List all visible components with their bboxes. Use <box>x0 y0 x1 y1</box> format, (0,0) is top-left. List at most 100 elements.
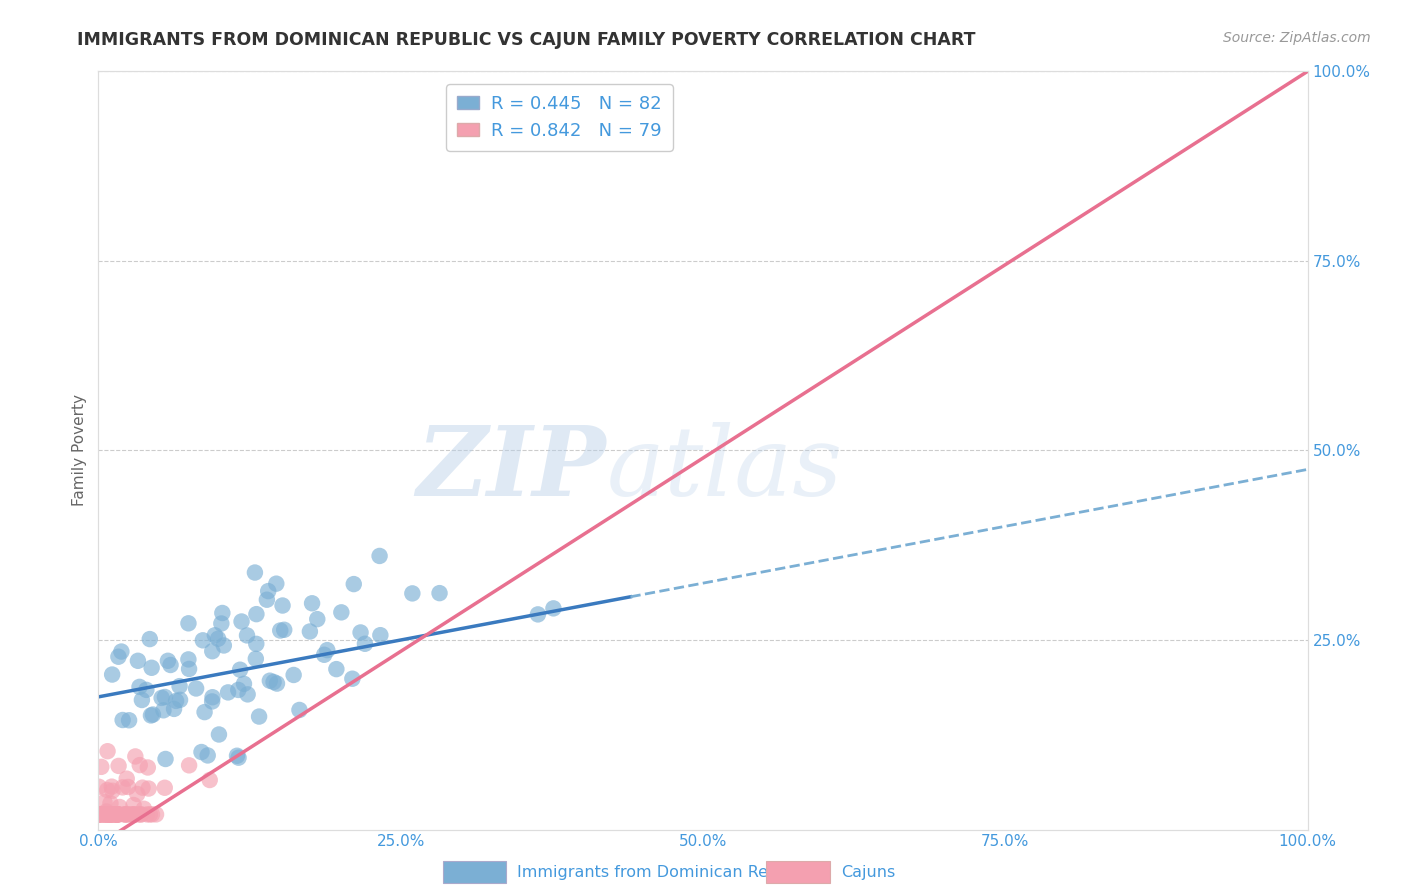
Point <box>100 797 122 811</box>
Point <box>122 797 145 812</box>
Point <box>139 807 162 822</box>
Point <box>101 667 124 681</box>
Point <box>201 644 224 658</box>
Point <box>527 607 550 622</box>
Point <box>153 690 176 704</box>
Point <box>131 780 153 795</box>
Point <box>96 805 118 819</box>
Point <box>108 807 131 822</box>
Point <box>141 661 163 675</box>
Point <box>236 687 259 701</box>
Point <box>105 807 128 822</box>
Point <box>153 780 176 795</box>
Point <box>159 658 181 673</box>
Point <box>127 654 149 668</box>
Point <box>104 807 127 822</box>
Point <box>169 693 191 707</box>
Point <box>103 807 125 822</box>
Point <box>228 750 250 764</box>
Point <box>108 800 131 814</box>
Point <box>256 592 278 607</box>
Point <box>98 807 121 822</box>
Point <box>101 807 124 822</box>
Point <box>118 713 141 727</box>
Point <box>98 807 121 822</box>
Point <box>110 644 132 658</box>
Point <box>94 807 117 822</box>
Point <box>429 586 451 600</box>
Point <box>97 807 120 822</box>
Point <box>111 713 134 727</box>
Text: Immigrants from Dominican Republic: Immigrants from Dominican Republic <box>517 865 817 880</box>
Point <box>105 807 128 822</box>
Point <box>100 807 122 822</box>
Point <box>101 784 124 798</box>
Point <box>124 807 146 822</box>
Point <box>93 795 115 809</box>
Point <box>201 694 224 708</box>
Point <box>211 606 233 620</box>
Point <box>263 675 285 690</box>
Point <box>97 807 120 822</box>
Point <box>349 625 371 640</box>
Point <box>124 749 146 764</box>
Point <box>342 672 364 686</box>
Point <box>247 709 270 723</box>
Point <box>169 679 191 693</box>
Legend: R = 0.445   N = 82, R = 0.842   N = 79: R = 0.445 N = 82, R = 0.842 N = 79 <box>446 84 672 151</box>
Point <box>245 652 267 666</box>
Point <box>105 807 128 822</box>
Point <box>191 633 214 648</box>
Point <box>401 586 423 600</box>
Point <box>307 612 329 626</box>
Point <box>117 780 139 794</box>
Point <box>131 693 153 707</box>
Text: IMMIGRANTS FROM DOMINICAN REPUBLIC VS CAJUN FAMILY POVERTY CORRELATION CHART: IMMIGRANTS FROM DOMINICAN REPUBLIC VS CA… <box>77 31 976 49</box>
Point <box>209 616 232 631</box>
Point <box>96 807 118 822</box>
Point <box>233 677 256 691</box>
Point <box>96 807 118 822</box>
Point <box>89 807 111 822</box>
Point <box>114 807 136 822</box>
Point <box>155 752 177 766</box>
Text: ZIP: ZIP <box>416 423 606 516</box>
Point <box>121 807 143 822</box>
Point <box>111 780 134 795</box>
Point <box>193 705 215 719</box>
Point <box>231 615 253 629</box>
Point <box>271 599 294 613</box>
Point <box>314 648 336 662</box>
Point <box>87 807 110 822</box>
Point <box>266 676 288 690</box>
Point <box>201 690 224 705</box>
Point <box>298 624 321 639</box>
Point <box>90 807 112 822</box>
Point <box>115 772 138 786</box>
Point <box>120 807 142 822</box>
Point <box>141 807 163 822</box>
Point <box>177 616 200 631</box>
Point <box>93 807 115 822</box>
Point <box>117 807 139 822</box>
Point <box>269 624 291 638</box>
Point <box>288 703 311 717</box>
Point <box>177 652 200 666</box>
Point <box>127 807 149 822</box>
Point <box>107 759 129 773</box>
Point <box>245 607 267 622</box>
Point <box>114 807 136 822</box>
Point <box>89 807 111 822</box>
Point <box>93 807 115 822</box>
Point <box>107 649 129 664</box>
Point <box>208 727 231 741</box>
Point <box>325 662 347 676</box>
Point <box>101 807 124 822</box>
Point <box>165 694 187 708</box>
Point <box>273 623 295 637</box>
Point <box>124 807 146 822</box>
Point <box>139 632 162 646</box>
Point <box>87 807 110 822</box>
Point <box>96 744 118 758</box>
Point <box>266 576 288 591</box>
